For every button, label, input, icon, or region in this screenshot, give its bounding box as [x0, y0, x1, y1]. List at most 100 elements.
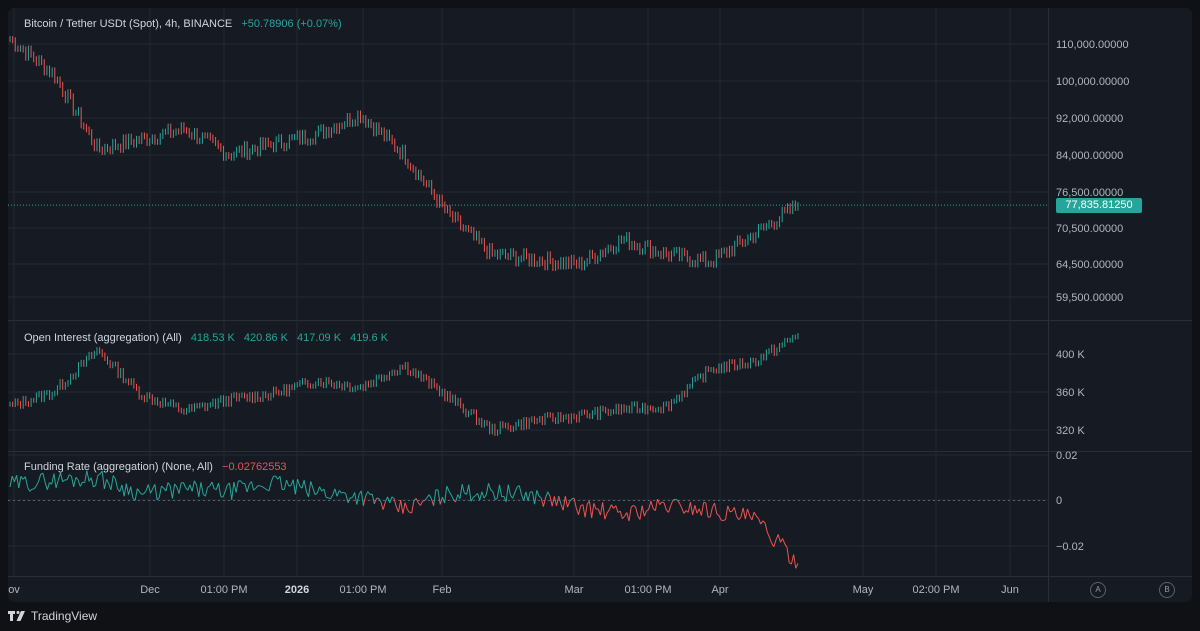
funding-segment	[382, 501, 386, 510]
funding-segment	[328, 497, 331, 500]
funding-segment	[20, 475, 24, 480]
funding-segment	[459, 484, 463, 499]
b-button[interactable]: B	[1159, 582, 1175, 598]
funding-segment	[527, 491, 531, 501]
oi-open: 418.53 K	[190, 332, 235, 344]
funding-segment	[663, 502, 667, 510]
funding-segment	[106, 479, 110, 484]
funding-segment	[59, 472, 64, 482]
funding-segment	[604, 513, 608, 520]
funding-segment	[758, 518, 762, 525]
funding-segment	[84, 470, 88, 483]
funding-segment	[55, 479, 59, 488]
x-tick-label: Apr	[711, 584, 728, 596]
funding-segment	[466, 484, 470, 495]
funding-segment	[773, 539, 777, 547]
footer-brand: TradingView	[31, 609, 98, 623]
funding-segment	[310, 481, 314, 489]
chart-svg[interactable]: ov Dec 01:00 PM 2026 01:00 PM Feb Mar 01:00 PM A…	[8, 8, 1192, 602]
funding-segment	[16, 475, 20, 489]
funding-segment	[777, 534, 781, 543]
funding-segment	[79, 481, 83, 487]
funding-segment	[218, 482, 222, 497]
funding-segment	[191, 480, 195, 492]
price-tick-label: 76,500.00000	[1056, 187, 1123, 199]
funding-segment	[753, 511, 757, 517]
x-tick-label: 01:00 PM	[339, 584, 386, 596]
funding-segment	[547, 491, 551, 497]
funding-segment	[114, 478, 119, 489]
funding-segment	[207, 485, 211, 488]
funding-segment	[167, 482, 171, 487]
funding-segment	[90, 477, 94, 488]
funding-segment	[279, 476, 283, 490]
funding-segment	[9, 476, 13, 488]
funding-segment	[751, 511, 755, 521]
funding-segment	[338, 490, 342, 494]
funding-segment	[141, 493, 145, 495]
oi-close: 419.6 K	[350, 332, 389, 344]
funding-segment	[646, 509, 650, 512]
funding-segment	[112, 475, 116, 480]
funding-segment	[569, 498, 573, 502]
funding-segment	[209, 481, 213, 487]
funding-segment	[62, 479, 66, 483]
funding-segment	[608, 504, 612, 511]
funding-segment	[733, 507, 738, 517]
funding-segment	[150, 488, 154, 494]
funding-segment	[553, 496, 558, 507]
funding-segment	[332, 488, 336, 496]
funding-segment	[606, 509, 610, 514]
funding-segment	[718, 515, 722, 521]
x-tick-label: Dec	[140, 584, 160, 596]
funding-segment	[185, 487, 189, 491]
funding-segment	[400, 499, 404, 514]
footer: TradingView	[8, 607, 97, 625]
funding-segment	[189, 484, 193, 492]
auto-scale-button[interactable]: A	[1090, 582, 1106, 598]
funding-segment	[505, 484, 509, 502]
funding-segment	[584, 503, 588, 518]
funding-segment	[354, 492, 358, 505]
funding-segment	[450, 494, 454, 500]
funding-segment	[764, 523, 768, 533]
funding-segment	[395, 506, 399, 513]
funding-segment	[448, 490, 452, 496]
funding-segment	[250, 481, 255, 491]
funding-segment	[578, 505, 582, 515]
funding-segment	[260, 485, 263, 488]
funding-segment	[731, 507, 735, 512]
funding-segment	[187, 484, 191, 491]
funding-segment	[294, 479, 299, 495]
funding-segment	[110, 475, 114, 490]
funding-segment	[472, 495, 476, 498]
funding-segment	[514, 486, 518, 493]
funding-segment	[297, 478, 301, 487]
price-candles	[9, 36, 799, 271]
funding-segment	[573, 498, 577, 509]
funding-segment	[599, 502, 604, 516]
funding-segment	[556, 496, 560, 507]
chart-area[interactable]: ov Dec 01:00 PM 2026 01:00 PM Feb Mar 01:00 PM A…	[8, 8, 1192, 602]
funding-segment	[24, 476, 29, 488]
funding-segment	[496, 484, 500, 499]
funding-segment	[97, 473, 101, 476]
funding-segment	[657, 498, 661, 505]
funding-segment	[424, 497, 428, 501]
funding-segment	[253, 487, 257, 491]
funding-segment	[128, 486, 132, 495]
funding-segment	[235, 480, 239, 493]
oi-low: 417.09 K	[297, 332, 342, 344]
funding-segment	[29, 488, 33, 492]
funding-segment	[439, 496, 443, 505]
oi-candles	[9, 333, 799, 436]
funding-segment	[531, 491, 536, 505]
funding-segment	[220, 496, 224, 498]
funding-segment	[490, 489, 494, 493]
funding-segment	[406, 509, 410, 513]
funding-segment	[145, 484, 149, 491]
funding-segment	[747, 508, 751, 517]
tradingview-logo-icon	[8, 611, 25, 621]
funding-segment	[588, 501, 593, 518]
